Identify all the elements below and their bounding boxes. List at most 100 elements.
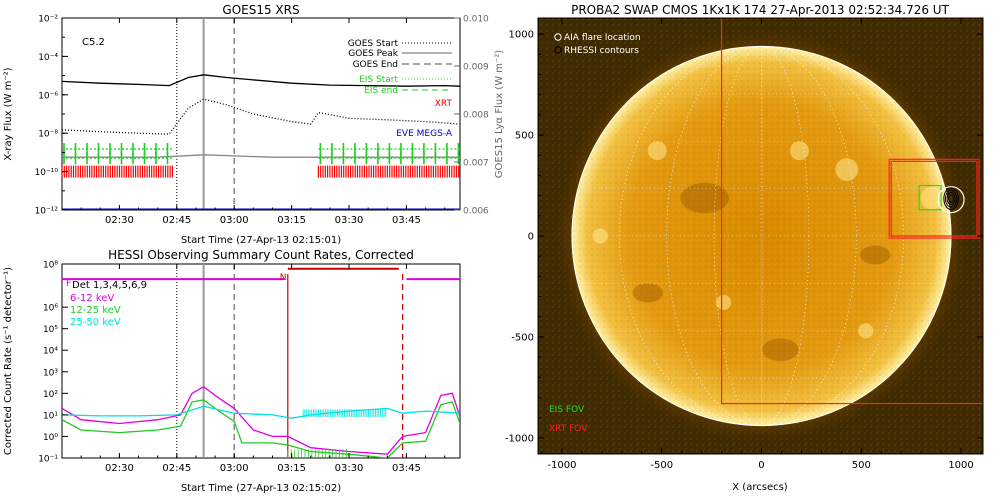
swap-ytick-label: -500: [511, 332, 534, 343]
goes-xtick-label: 03:15: [277, 215, 306, 226]
swap-ytick-label: -1000: [505, 433, 534, 444]
legend-label-5: XRT: [435, 99, 453, 109]
goes-ylabel: X-ray Flux (W m⁻²): [3, 67, 14, 160]
hessi-xtick-label: 02:45: [162, 463, 191, 474]
hessi-series-line-0: [62, 386, 460, 455]
goes-ytick-label: 10⁻¹²: [35, 207, 59, 217]
hessi-legend-title: Det 1,3,4,5,6,9: [72, 280, 147, 291]
xrt-fov-label: XRT FOV: [549, 424, 588, 434]
swap-ytick-label: 500: [515, 131, 534, 142]
eis-fov-label: EIS FOV: [549, 405, 585, 415]
aia-flare-legend-label: AIA flare location: [564, 33, 641, 43]
goes-xtick-label: 03:00: [220, 215, 249, 226]
hessi-xtick-label: 02:30: [105, 463, 134, 474]
hessi-legend-item-1: 12-25 keV: [70, 305, 121, 316]
swap-xtick-label: -500: [650, 460, 673, 471]
goes-series-line-0: [62, 74, 460, 87]
hessi-flag-n-label: N: [280, 273, 287, 283]
goes-ytick-label: 10⁻²: [38, 15, 58, 25]
rhessi-contour: [948, 194, 954, 203]
hessi-plot-frame: [61, 263, 461, 459]
swap-ytick-label: 1000: [509, 30, 534, 41]
legend-label-0: GOES Start: [348, 39, 399, 49]
hessi-ytick-label: 10⁶: [43, 304, 58, 314]
hessi-legend-item-2: 25-50 keV: [70, 317, 121, 328]
swap-panel: PROBA2 SWAP CMOS 1Kx1K 174 27-Apr-2013 0…: [505, 3, 984, 493]
swap-xtick-label: 500: [852, 460, 871, 471]
hessi-xtick-label: 03:45: [392, 463, 421, 474]
sun-active-region: [716, 294, 732, 310]
goes-panel: GOES15 XRS 02:30 02:45 03:00 03:15 03:30 03:4…: [3, 3, 505, 246]
goes-y2tick-label: 0.007: [463, 159, 489, 169]
sun-dark-region: [632, 283, 663, 303]
sun-disk-texture: [571, 46, 952, 426]
goes-ytick-label: 10⁻⁶: [38, 91, 58, 101]
sun-longitude-line: [713, 46, 810, 426]
aia-flare-circle: [937, 186, 965, 214]
goes-plot-frame: [61, 17, 461, 211]
hessi-xtick-label: 03:30: [335, 463, 364, 474]
legend-label-3: EIS Start: [359, 75, 398, 85]
goes-ytick-label: 10⁻⁴: [38, 53, 58, 63]
goes-xtick-label: 03:30: [335, 215, 364, 226]
goes-xlabel: Start Time (27-Apr-13 02:15:01): [181, 235, 341, 246]
sun-active-region: [647, 141, 667, 161]
hessi-title: HESSI Observing Summary Count Rates, Cor…: [108, 248, 414, 262]
goes-xtick-label: 03:45: [392, 215, 421, 226]
swap-title: PROBA2 SWAP CMOS 1Kx1K 174 27-Apr-2013 0…: [571, 3, 949, 17]
xrt-fov-box: [720, 18, 983, 405]
goes-series-line-2: [62, 154, 460, 158]
goes-title: GOES15 XRS: [222, 3, 299, 17]
sun-active-region: [835, 158, 859, 182]
goes-y2label: GOES15 Lyα Flux (W m⁻²): [494, 50, 505, 178]
hessi-ytick-label: 10⁴: [43, 347, 58, 357]
sun-dark-region: [762, 338, 799, 362]
sun-active-region: [920, 186, 944, 210]
legend-label-1: GOES Peak: [348, 49, 398, 59]
sun-dark-region: [680, 182, 729, 214]
hessi-ylabel: Corrected Count Rate (s⁻¹ detector⁻¹): [3, 267, 14, 455]
hessi-panel: HESSI Observing Summary Count Rates, Cor…: [3, 248, 461, 494]
goes-y2tick-label: 0.008: [463, 111, 489, 121]
hessi-legend-item-0: 6-12 keV: [70, 293, 114, 304]
rhessi-contour: [946, 192, 956, 206]
eis-fov-box: [918, 184, 942, 211]
hessi-series-line-1: [62, 399, 460, 458]
hessi-ytick-label: 10⁵: [43, 325, 58, 335]
hessi-xtick-label: 03:00: [220, 463, 249, 474]
goes-ytick-label: 10⁻⁸: [38, 130, 58, 140]
hessi-ytick-label: 10⁻¹: [38, 455, 58, 465]
swap-ytick-label: 0: [528, 232, 534, 243]
goes-ytick-label: 10⁻¹⁰: [35, 168, 59, 178]
hessi-ytick-label: 10²: [43, 390, 58, 400]
legend-label-4: EIS end: [364, 86, 398, 96]
hessi-ytick-label: 10⁸: [43, 261, 58, 271]
goes-y2tick-label: 0.006: [463, 207, 489, 217]
goes-y2tick-label: 0.010: [463, 15, 489, 25]
hessi-flag-f-label: F: [66, 279, 71, 289]
hessi-xlabel: Start Time (27-Apr-13 02:15:02): [181, 483, 341, 494]
goes-class-label: C5.2: [82, 37, 105, 48]
hessi-xtick-label: 03:15: [277, 463, 306, 474]
goes-xtick-label: 02:45: [162, 215, 191, 226]
goes-y2tick-label: 0.009: [463, 63, 489, 73]
xrt-region-box: [888, 158, 980, 239]
hessi-ytick-label: 10¹: [43, 411, 58, 421]
legend-label-2: GOES End: [353, 60, 398, 70]
swap-xtick-label: 1000: [948, 460, 973, 471]
aia-flare-legend-symbol: [554, 33, 562, 41]
rhessi-contour: [943, 187, 959, 210]
sun-active-region: [789, 141, 809, 161]
swap-xlabel: X (arcsecs): [732, 482, 788, 493]
sun-dark-region: [860, 245, 891, 265]
xrt-region-box: [890, 160, 978, 237]
rhessi-contour: [944, 189, 958, 208]
swap-legend: AIA flare location RHESSI contours: [554, 33, 641, 56]
hessi-series-line-2: [62, 405, 460, 419]
rhessi-legend-label: RHESSI contours: [564, 46, 639, 56]
hessi-ytick-label: 10³: [43, 368, 58, 378]
swap-xtick-label: 0: [758, 460, 764, 471]
